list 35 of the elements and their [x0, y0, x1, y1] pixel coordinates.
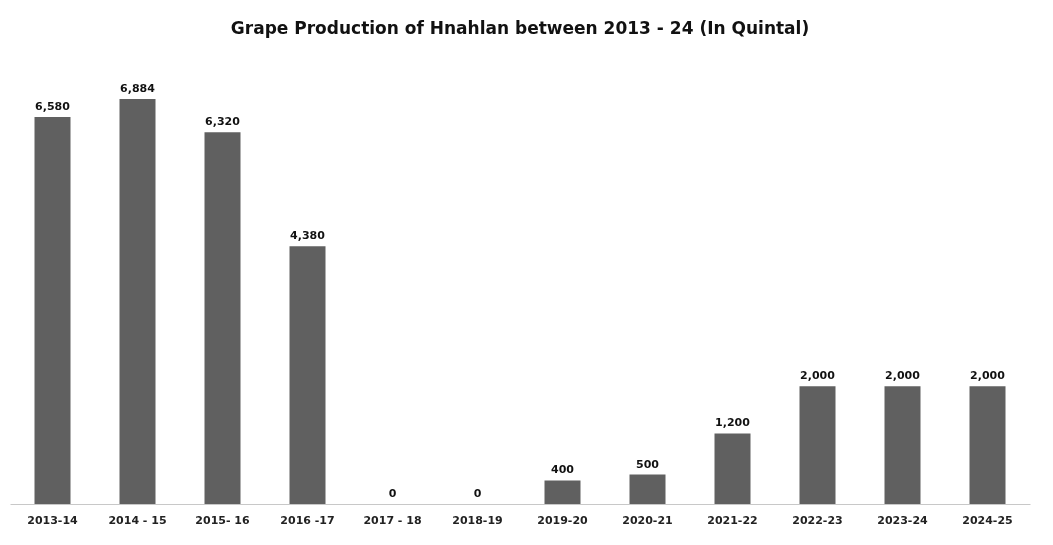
- data-label: 500: [636, 457, 660, 471]
- x-tick-label: 2019-20: [537, 513, 589, 527]
- x-tick-label: 2016 -17: [280, 513, 335, 527]
- data-label: 6,884: [120, 82, 156, 95]
- bar: [544, 480, 581, 504]
- data-label: 0: [388, 487, 397, 500]
- bar: [884, 386, 921, 504]
- bar: [289, 246, 326, 504]
- data-label: 2,000: [970, 369, 1006, 383]
- x-tick-label: 2021-22: [707, 513, 758, 527]
- data-label: 400: [551, 463, 575, 477]
- x-tick-label: 2018-19: [452, 513, 503, 527]
- data-label: 4,380: [290, 229, 326, 243]
- data-label: 2,000: [885, 369, 921, 383]
- x-tick-label: 2017 - 18: [363, 513, 422, 527]
- data-label: 2,000: [800, 369, 836, 383]
- x-tick-label: 2014 - 15: [108, 513, 167, 527]
- bar: [799, 386, 836, 504]
- chart-title: Grape Production of Hnahlan between 2013 - 24 (In Quintal): [230, 18, 810, 38]
- data-label: 6,320: [205, 115, 241, 129]
- x-tick-label: 2020-21: [622, 513, 673, 527]
- x-tick-label: 2015- 16: [195, 513, 250, 527]
- x-tick-label: 2022-23: [792, 513, 843, 527]
- bar: [204, 132, 241, 504]
- bar: [714, 433, 751, 504]
- x-tick-label: 2023-24: [877, 513, 929, 527]
- bar: [629, 474, 666, 504]
- data-label: 6,580: [35, 99, 71, 113]
- x-tick-label: 2013-14: [27, 513, 79, 527]
- bar: [969, 386, 1006, 504]
- data-label: 0: [473, 487, 482, 500]
- data-label: 1,200: [715, 416, 751, 430]
- x-tick-label: 2024-25: [962, 513, 1013, 527]
- bar: [119, 99, 156, 504]
- bar: [34, 116, 71, 504]
